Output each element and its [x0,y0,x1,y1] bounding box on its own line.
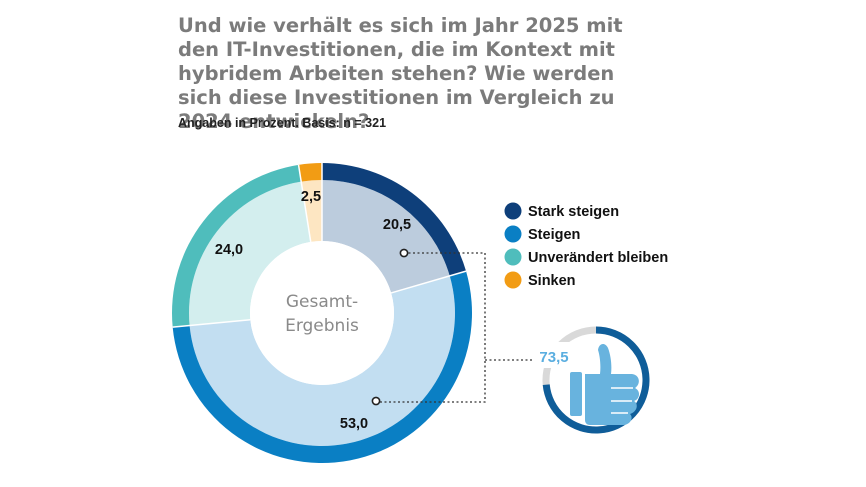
slice-fill-steigen [189,275,455,446]
slice-fill-stark-steigen [322,180,450,293]
chart-subtitle: Angaben in Prozent. Basis: n = 321 [178,116,387,130]
summary-ring [542,326,650,434]
donut-hole [250,241,394,385]
legend-swatch-stark-steigen [504,202,522,220]
leader-line [378,252,486,403]
slice-ring-sinken [298,163,322,182]
slice-ring-unveraendert-bleiben [172,164,302,328]
summary-badge: 73,5 [532,326,650,434]
legend-label-stark-steigen: Stark steigen [528,204,619,220]
data-label-stark-steigen: 20,5 [383,217,411,233]
legend-swatch-unveraendert-bleiben [504,248,522,266]
legend-label-steigen: Steigen [528,227,580,243]
slice-separator [172,319,251,328]
legend-swatch-sinken [504,271,522,289]
legend-label-sinken: Sinken [528,273,576,289]
legend-swatch-steigen [504,225,522,243]
thumbs-up-icon [570,344,640,425]
marker-steigen [371,396,381,406]
slice-separator [390,270,467,294]
slice-separator [297,164,312,243]
summary-label-bg [532,342,578,368]
slice-fill-unveraendert-bleiben [189,181,311,326]
data-label-unveraendert-bleiben: 24,0 [215,242,243,258]
center-label-line2: Ergebnis [285,316,359,336]
data-label-sinken: 2,5 [301,189,321,205]
data-label-steigen: 53,0 [340,416,368,432]
legend: Stark steigen Steigen Unverändert bleiben S… [504,202,668,289]
chart-title: Und wie verhält es sich im Jahr 2025 mit… [178,14,623,133]
summary-value: 73,5 [539,349,568,366]
slice-fill-sinken [301,180,322,242]
center-label-line1: Gesamt- [286,292,358,312]
marker-stark-steigen [399,248,409,258]
legend-label-unveraendert-bleiben: Unverändert bleiben [528,250,668,266]
slice-ring-stark-steigen [322,163,467,276]
